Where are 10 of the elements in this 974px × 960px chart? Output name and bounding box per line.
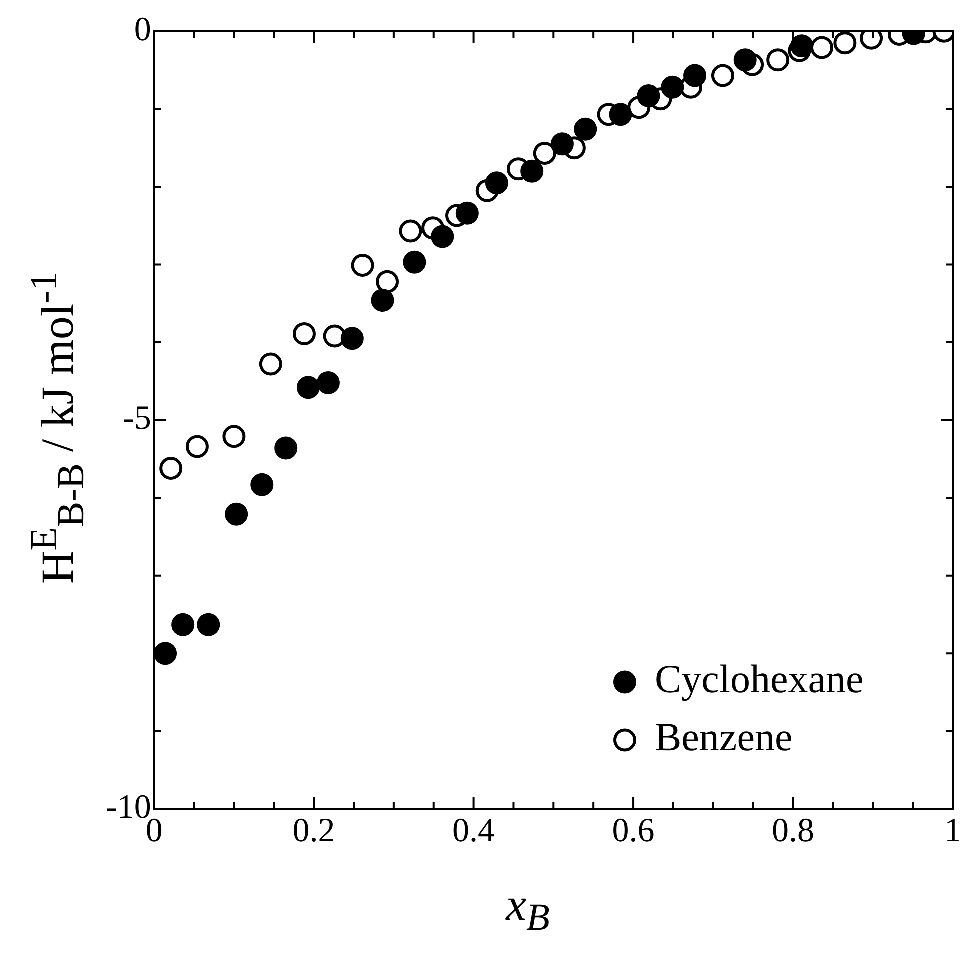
legend-label: Benzene (655, 714, 793, 760)
x-tick-label: 0.8 (772, 812, 815, 850)
y-tick-label: -5 (122, 400, 152, 438)
x-tick-label: 0.4 (452, 812, 496, 850)
x-tick-label: 0.2 (292, 812, 336, 850)
x-axis-title: x$_{B}$ (506, 878, 550, 940)
x-tick-label: 1 (944, 812, 962, 850)
y-tick-label: 0 (134, 11, 152, 48)
x-tick-label: 0.6 (612, 812, 655, 850)
legend-label: Cyclohexane (655, 656, 864, 702)
